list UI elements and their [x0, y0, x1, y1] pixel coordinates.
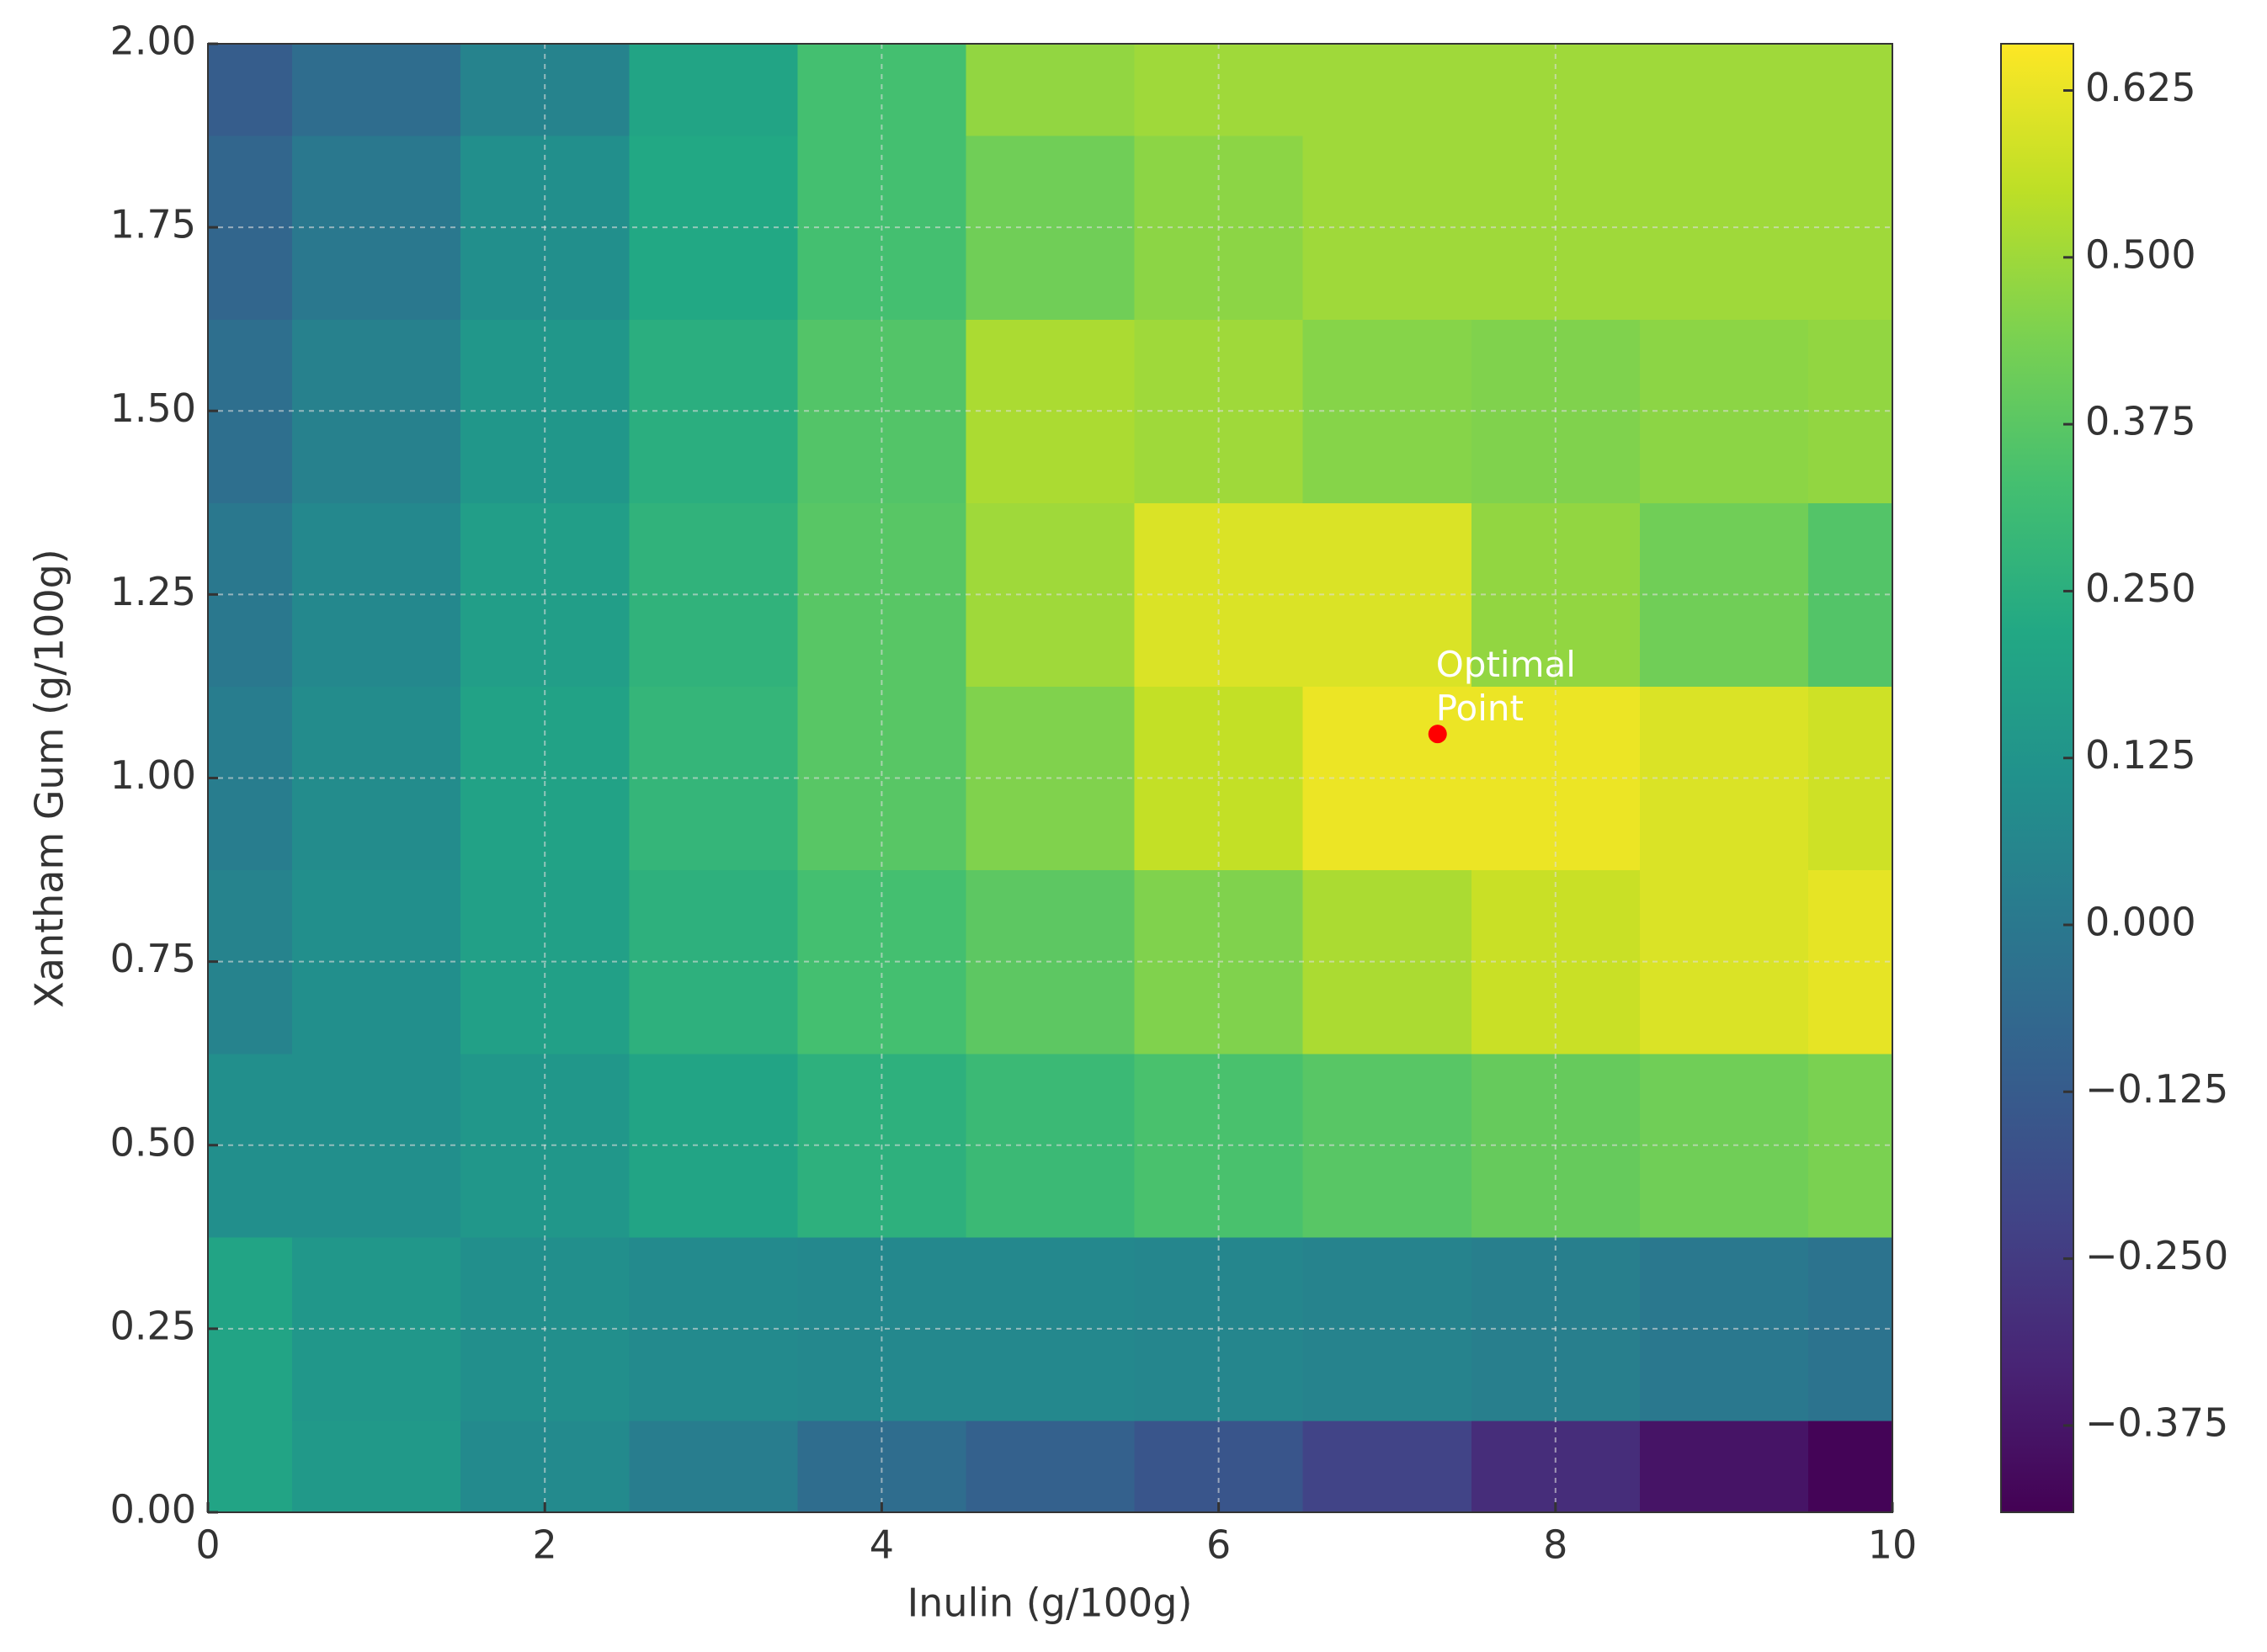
contour-cell	[1471, 44, 1641, 136]
contour-cell	[292, 135, 461, 320]
colorbar-tick-label: 0.250	[2085, 566, 2196, 611]
contour-cell	[966, 1420, 1136, 1513]
contour-cell	[1807, 1236, 1893, 1421]
colorbar-tick-label: 0.500	[2085, 231, 2196, 277]
contour-cell	[1302, 135, 1472, 320]
contour-cell	[1807, 869, 1893, 1054]
contour-cell	[1302, 1420, 1472, 1513]
y-tick-label: 2.00	[110, 19, 196, 64]
contour-cell	[1302, 1053, 1472, 1238]
y-tick-label: 0.00	[110, 1487, 196, 1532]
y-tick-label: 0.50	[110, 1119, 196, 1165]
contour-cell	[1807, 319, 1893, 503]
contour-cell	[1807, 686, 1893, 871]
optimal-point	[1428, 725, 1447, 744]
contour-cell	[292, 686, 461, 871]
x-tick-label: 8	[1543, 1522, 1567, 1568]
contour-cell	[460, 44, 630, 136]
contour-cell	[1134, 1420, 1304, 1513]
contour-cell	[208, 1420, 293, 1513]
x-tick-label: 6	[1206, 1522, 1231, 1568]
contour-cell	[1807, 135, 1893, 320]
contour-cell	[1807, 44, 1893, 136]
contour-cell	[629, 44, 798, 136]
contour-cell	[966, 44, 1136, 136]
contour-cell	[208, 44, 293, 136]
contour-cell	[1471, 1420, 1641, 1513]
annotation: Optimal Point	[1435, 644, 1576, 730]
colorbar-tick-label: 0.000	[2085, 900, 2196, 945]
colorbar-tick-label: 0.375	[2085, 399, 2196, 444]
plot-frame	[207, 43, 1893, 1513]
contour-cell	[1639, 1420, 1809, 1513]
contour-cell	[1807, 502, 1893, 688]
contour-cell	[292, 502, 461, 688]
x-tick-label: 0	[195, 1522, 220, 1568]
colorbar-tick-label: −0.250	[2085, 1233, 2228, 1278]
y-tick-label: 0.25	[110, 1303, 196, 1348]
contour-cell	[292, 44, 461, 136]
y-tick-label: 1.25	[110, 569, 196, 614]
x-tick-label: 10	[1868, 1522, 1918, 1568]
contour-cell	[1807, 1420, 1893, 1513]
contour-cell	[629, 1420, 798, 1513]
contour-cell	[1807, 1053, 1893, 1238]
contour-cell	[1302, 44, 1472, 136]
contour-cell	[292, 1236, 461, 1421]
y-axis-label: Xantham Gum (g/100g)	[27, 549, 72, 1008]
colorbar-tick-label: −0.125	[2085, 1066, 2228, 1112]
contour-cell	[292, 319, 461, 503]
x-tick-label: 4	[870, 1522, 894, 1568]
x-tick-label: 2	[533, 1522, 557, 1568]
colorbar-tick-label: −0.375	[2085, 1400, 2228, 1445]
contour-cell	[1302, 1236, 1472, 1421]
x-axis-label: Inulin (g/100g)	[907, 1580, 1193, 1626]
y-tick-label: 0.75	[110, 936, 196, 981]
contour-cell	[797, 44, 967, 136]
contour-cell	[1302, 319, 1472, 503]
colorbar	[2000, 43, 2074, 1513]
contour-cell	[1302, 869, 1472, 1054]
contour-cell	[797, 1420, 967, 1513]
contour-cell	[292, 1053, 461, 1238]
colorbar-tick-label: 0.125	[2085, 732, 2196, 778]
y-tick-label: 1.00	[110, 752, 196, 798]
contour-cell	[1639, 44, 1809, 136]
colorbar-tick-label: 0.625	[2085, 65, 2196, 110]
contour-cell	[460, 1420, 630, 1513]
contour-cell	[1134, 44, 1304, 136]
contour-cell	[292, 869, 461, 1054]
y-tick-label: 1.75	[110, 202, 196, 247]
y-tick-label: 1.50	[110, 385, 196, 431]
contour-cell	[292, 1420, 461, 1513]
